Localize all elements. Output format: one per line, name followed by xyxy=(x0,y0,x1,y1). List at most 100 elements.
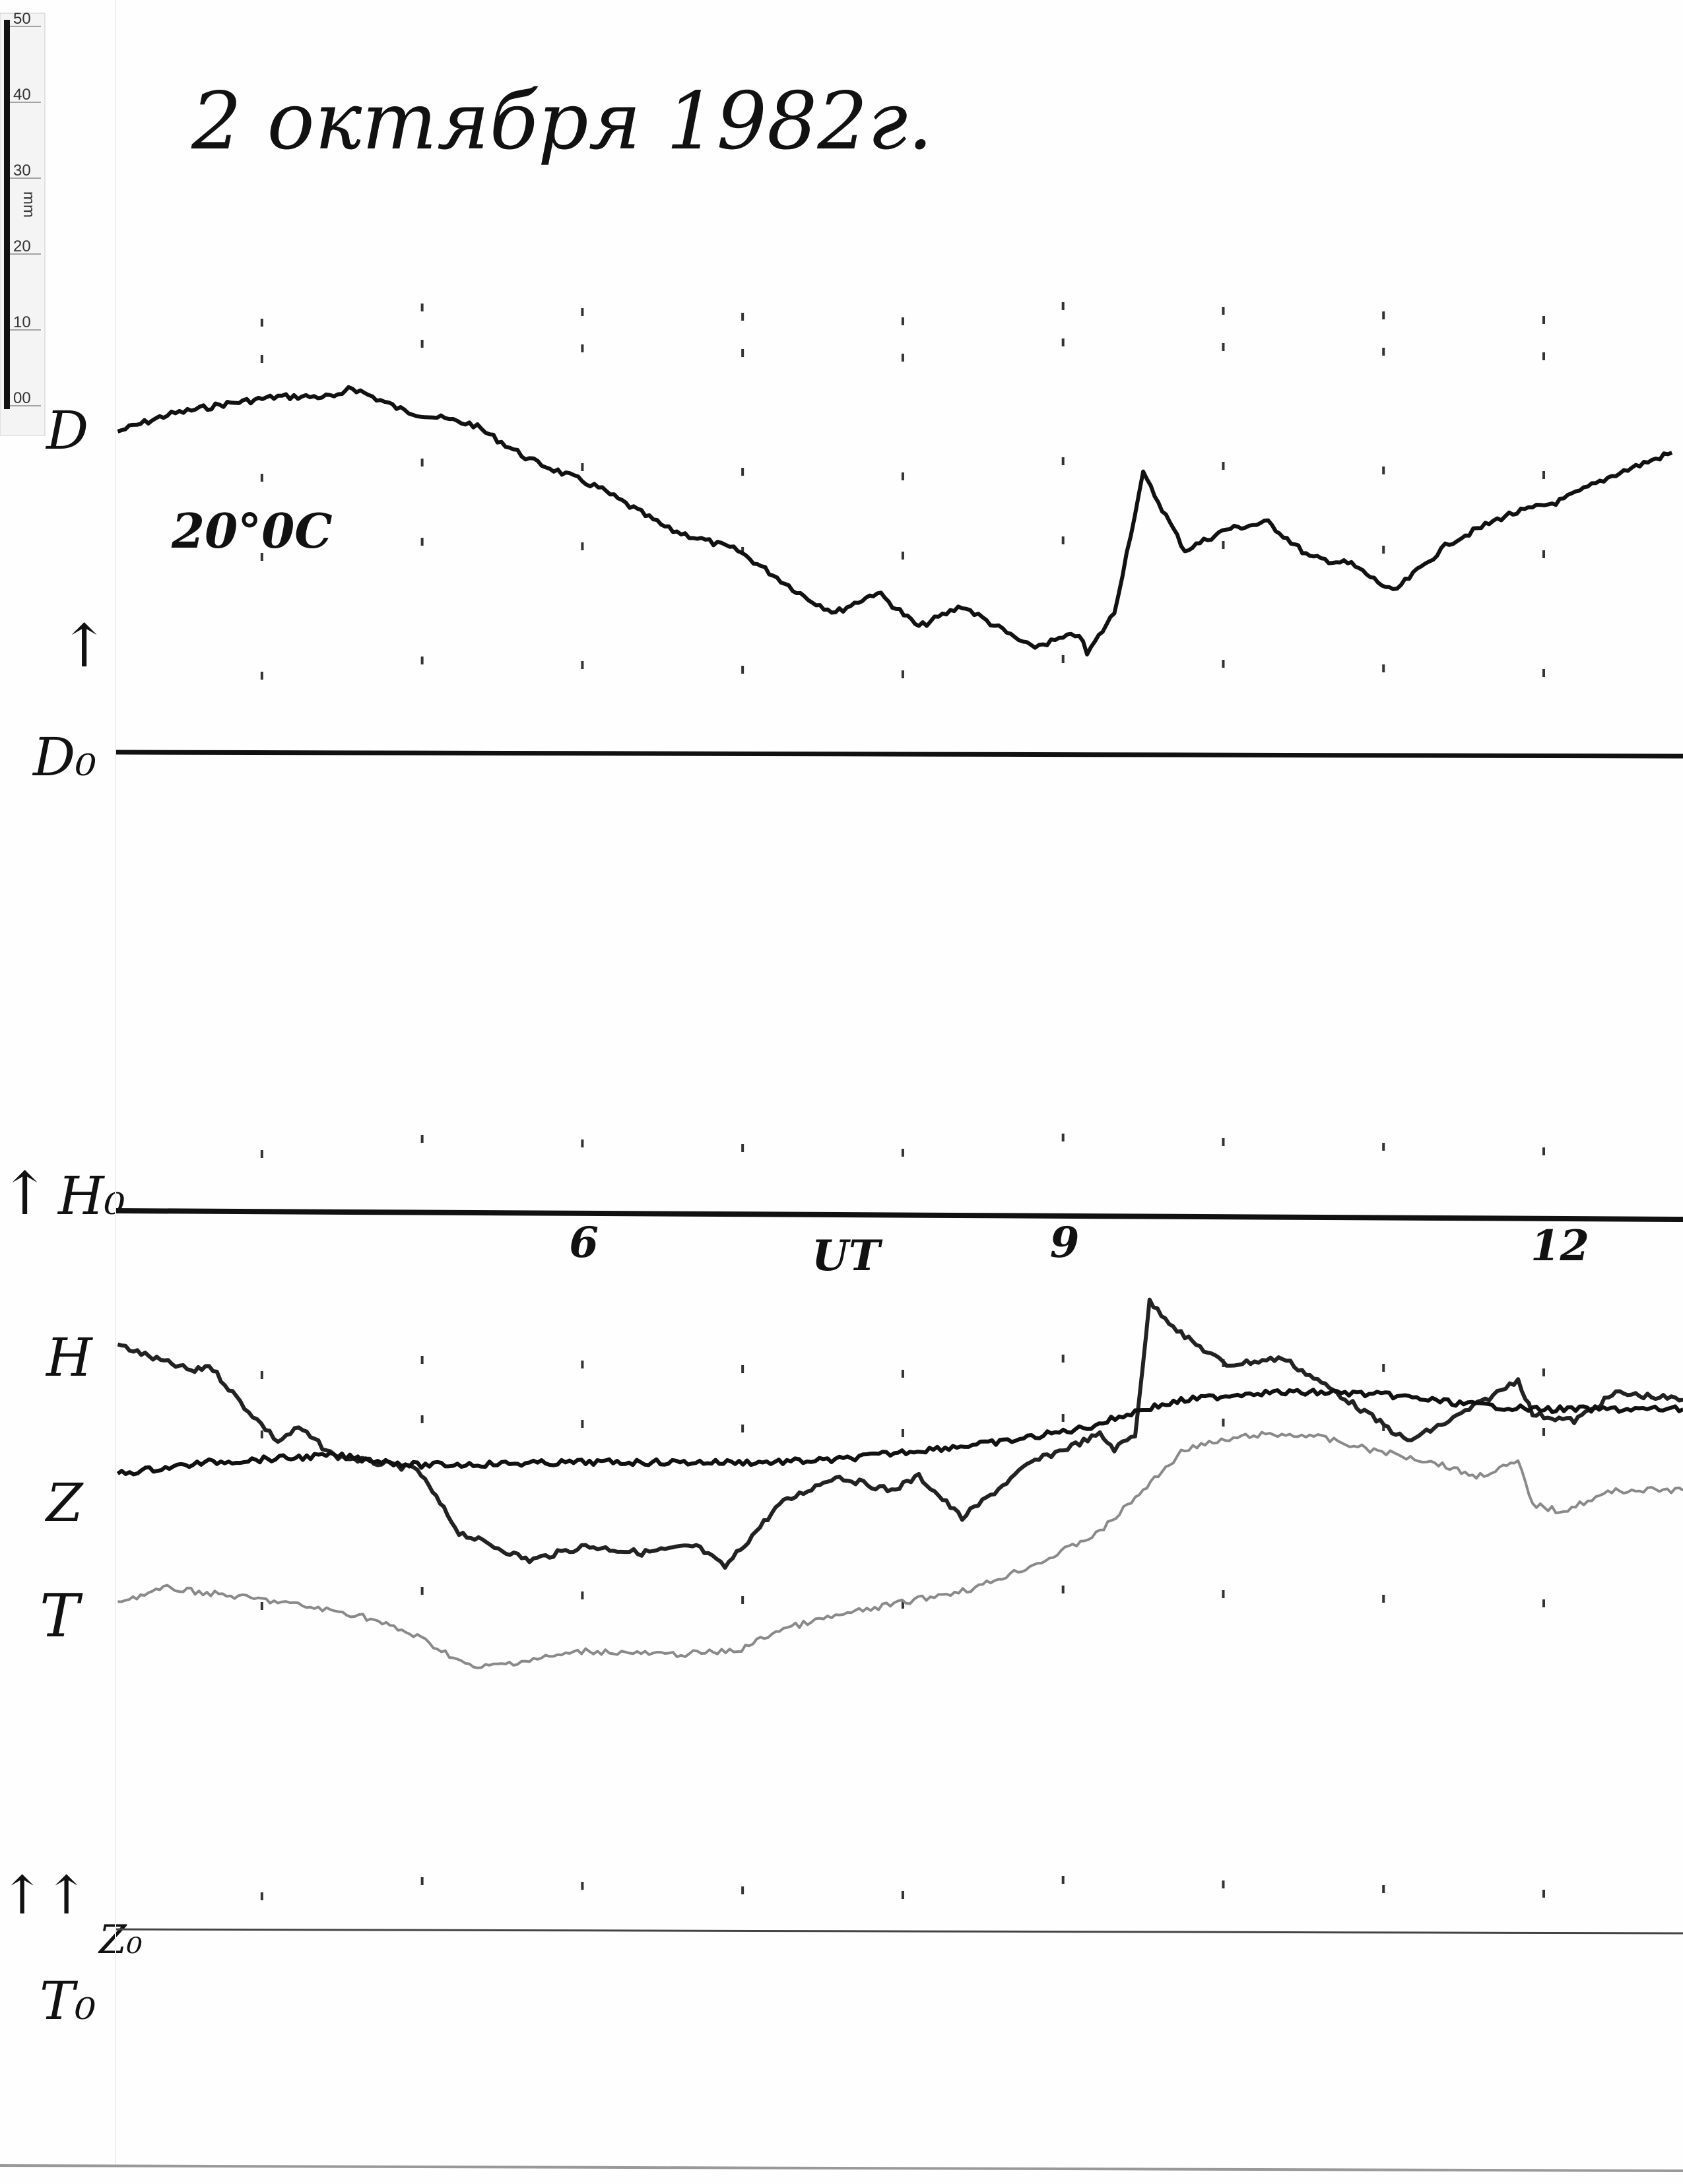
time-mark-dot xyxy=(1382,546,1385,554)
time-mark-dot xyxy=(420,1415,424,1423)
time-mark-dot xyxy=(420,1356,424,1364)
time-mark-dot xyxy=(1061,1355,1065,1363)
time-mark-dot xyxy=(581,1882,584,1890)
label-d0: D₀ xyxy=(32,726,96,788)
label-t0: T₀ xyxy=(40,1970,96,2032)
time-mark-dot xyxy=(581,1361,584,1368)
time-mark-dot xyxy=(1542,471,1545,479)
time-mark-dot xyxy=(1222,462,1225,470)
time-mark-dot xyxy=(420,304,424,311)
ruler-tick-label: 50 xyxy=(13,10,31,28)
time-mark-dot xyxy=(420,340,424,348)
time-mark-dot xyxy=(1222,307,1225,315)
time-mark-dot xyxy=(581,1140,584,1147)
label-h0: H₀ xyxy=(57,1165,125,1227)
time-mark-dot xyxy=(260,319,263,327)
time-mark-dot xyxy=(901,354,904,362)
ruler-tick-label: 00 xyxy=(13,389,31,407)
sheet-bottom-edge xyxy=(0,2164,1683,2172)
time-axis-label: UT xyxy=(812,1231,883,1281)
time-mark-dot xyxy=(260,672,263,680)
time-mark-dot xyxy=(581,344,584,352)
time-mark-dot xyxy=(260,1371,263,1379)
time-mark-dot xyxy=(1061,1134,1065,1141)
ruler-tick-label: 40 xyxy=(13,86,31,104)
time-mark-dot xyxy=(1542,1599,1545,1607)
trace-d xyxy=(117,385,1673,657)
time-mark-dot xyxy=(901,1891,904,1899)
time-mark-dot xyxy=(901,472,904,480)
time-mark-dot xyxy=(741,1886,744,1894)
time-mark-dot xyxy=(901,1370,904,1378)
time-mark-dot xyxy=(1542,1890,1545,1898)
time-mark-dot xyxy=(1542,1428,1545,1436)
chart-title: 2 октября 1982г. xyxy=(191,76,933,168)
time-mark-dot xyxy=(741,349,744,357)
arrow-d-icon: ↑ xyxy=(59,612,109,681)
time-mark-dot xyxy=(741,313,744,321)
label-h: H xyxy=(45,1327,94,1388)
arrow-h-icon: ↑ xyxy=(0,1159,50,1229)
ruler-tick-label: 30 xyxy=(13,162,31,179)
time-mark-dot xyxy=(260,1430,263,1438)
time-mark-dot xyxy=(1222,541,1225,549)
time-mark-dot xyxy=(581,661,584,669)
time-mark-dot xyxy=(741,1425,744,1432)
ruler-tick-label: 20 xyxy=(13,238,31,255)
time-mark-dot xyxy=(1542,1147,1545,1155)
time-mark-dot xyxy=(420,538,424,546)
ruler-tick-label: 10 xyxy=(13,313,31,331)
time-mark-dot xyxy=(420,459,424,466)
time-mark-dot xyxy=(1382,1423,1385,1431)
time-mark-dot xyxy=(260,355,263,363)
time-mark-dot xyxy=(1382,1595,1385,1603)
time-mark-dot xyxy=(581,308,584,316)
baseline-d0 xyxy=(115,750,1683,759)
time-tick-label-12: 12 xyxy=(1531,1221,1589,1271)
time-tick-label-9: 9 xyxy=(1050,1218,1080,1268)
time-mark-dot xyxy=(260,1150,263,1158)
time-mark-dot xyxy=(1061,457,1065,465)
time-mark-dot xyxy=(1061,536,1065,544)
time-mark-dot xyxy=(420,1587,424,1595)
time-mark-dot xyxy=(741,666,744,674)
time-mark-dot xyxy=(420,1877,424,1885)
time-mark-dot xyxy=(901,1149,904,1157)
mm-ruler: 00 10 20 30 40 50 mm xyxy=(0,10,46,436)
time-mark-dot xyxy=(1542,550,1545,558)
time-mark-dot xyxy=(1382,311,1385,319)
time-mark-dot xyxy=(1382,1885,1385,1893)
trace-z xyxy=(116,1388,1683,1477)
time-mark-dot xyxy=(1222,660,1225,668)
time-mark-dot xyxy=(260,1892,263,1900)
trace-h xyxy=(117,1297,1683,1570)
time-mark-dot xyxy=(1382,466,1385,474)
time-mark-dot xyxy=(581,1420,584,1428)
label-z0: Z₀ xyxy=(98,1917,143,1963)
time-mark-dot xyxy=(420,1135,424,1143)
time-mark-dot xyxy=(420,657,424,664)
time-mark-dot xyxy=(1382,664,1385,672)
time-mark-dot xyxy=(1222,343,1225,351)
time-mark-dot xyxy=(260,553,263,561)
time-tick-label-6: 6 xyxy=(569,1218,599,1268)
time-mark-dot xyxy=(1542,1368,1545,1376)
time-mark-dot xyxy=(1222,1419,1225,1427)
time-mark-dot xyxy=(901,1429,904,1437)
time-mark-dot xyxy=(581,1591,584,1599)
baseline-h0 xyxy=(115,1208,1683,1222)
time-mark-dot xyxy=(741,1365,744,1373)
time-mark-dot xyxy=(1542,669,1545,677)
double-arrow-icon: ↑↑ xyxy=(0,1865,88,1926)
label-t: T xyxy=(40,1582,83,1651)
time-mark-dot xyxy=(1382,1364,1385,1372)
time-mark-dot xyxy=(741,468,744,476)
time-mark-dot xyxy=(1382,1143,1385,1151)
time-mark-dot xyxy=(1542,352,1545,360)
time-mark-dot xyxy=(1222,1138,1225,1146)
time-mark-dot xyxy=(901,552,904,560)
traces xyxy=(116,385,1683,1669)
time-mark-dot xyxy=(1222,1590,1225,1598)
